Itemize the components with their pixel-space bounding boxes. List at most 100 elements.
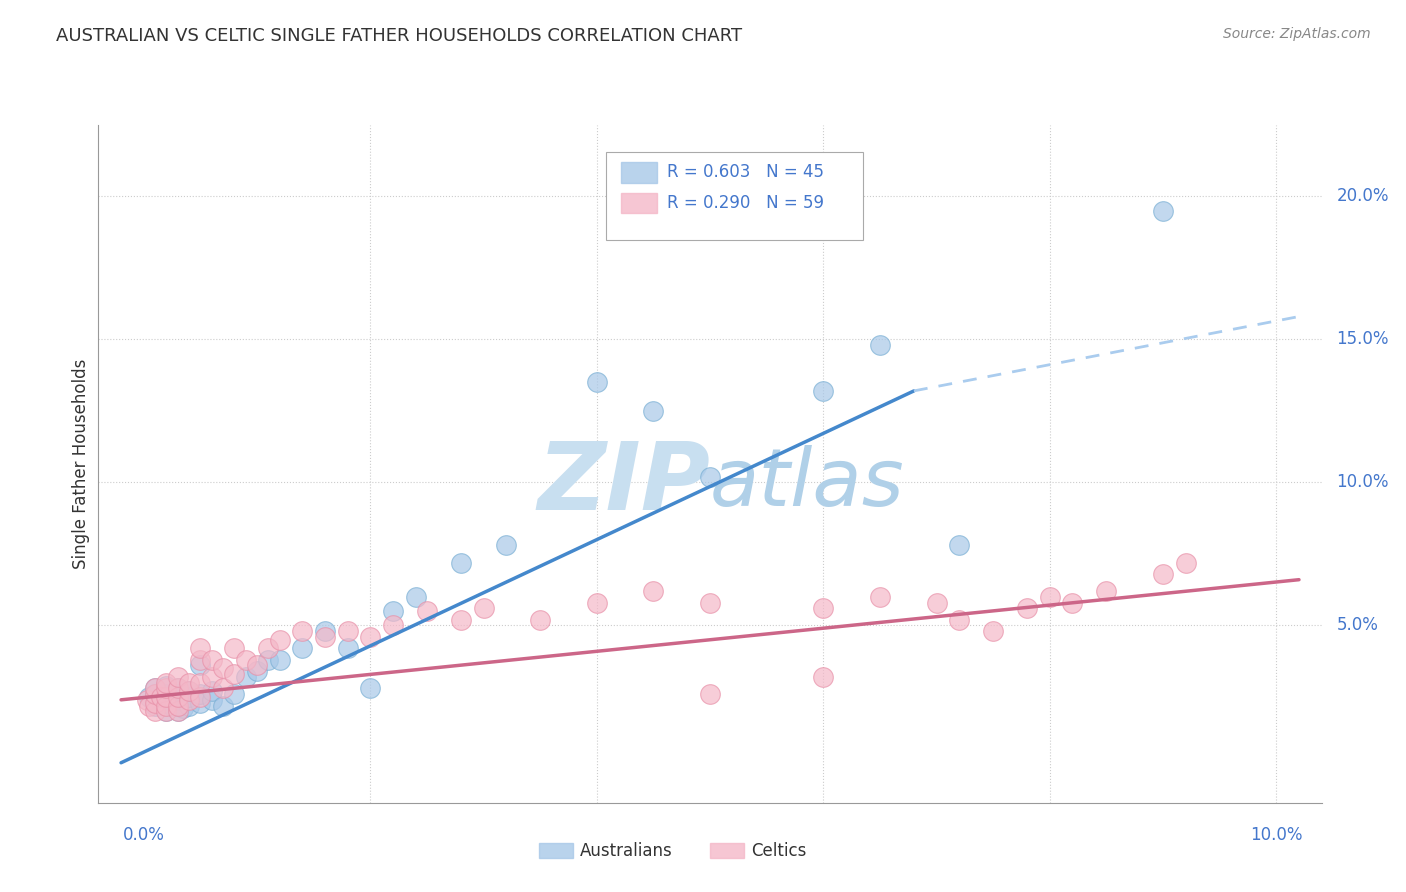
Point [143,698,166,713]
Point [643,404,665,418]
Point [155,681,177,696]
Point [188,641,212,656]
Point [166,681,188,696]
Point [246,658,269,673]
Point [177,675,200,690]
Point [212,661,235,675]
Point [188,675,212,690]
Point [948,538,970,552]
Point [699,469,721,483]
Text: 10.0%: 10.0% [1336,474,1389,491]
Point [235,653,257,667]
Point [381,618,404,632]
Point [212,698,235,713]
Text: R = 0.290   N = 59: R = 0.290 N = 59 [668,194,824,211]
Point [224,667,246,681]
Point [359,681,381,696]
Text: 10.0%: 10.0% [1250,826,1302,844]
Point [188,658,212,673]
Point [188,690,212,704]
Point [166,704,188,718]
Text: Source: ZipAtlas.com: Source: ZipAtlas.com [1223,27,1371,41]
Point [224,641,246,656]
Text: 0.0%: 0.0% [122,826,165,844]
Point [948,613,970,627]
Bar [538,844,574,858]
Point [336,641,359,656]
Text: ZIP: ZIP [537,438,710,530]
Text: 5.0%: 5.0% [1336,616,1378,634]
Point [529,613,551,627]
Point [138,698,160,713]
Point [188,687,212,701]
Point [166,698,188,713]
Text: AUSTRALIAN VS CELTIC SINGLE FATHER HOUSEHOLDS CORRELATION CHART: AUSTRALIAN VS CELTIC SINGLE FATHER HOUSE… [56,27,742,45]
Point [450,613,472,627]
Point [166,698,188,713]
Point [699,687,721,701]
Point [813,670,835,684]
Point [155,696,177,710]
Point [269,653,291,667]
Point [405,590,427,604]
Point [359,630,381,644]
Point [925,596,948,610]
Point [177,690,200,704]
Text: atlas: atlas [710,445,905,524]
Point [1174,556,1197,570]
Point [155,687,177,701]
Point [869,590,891,604]
Point [643,584,665,599]
Text: 20.0%: 20.0% [1336,187,1389,205]
Point [246,664,269,678]
Point [155,698,177,713]
Point [143,681,166,696]
Point [381,604,404,618]
Point [166,704,188,718]
Point [172,701,194,715]
Point [143,704,166,718]
Point [1152,566,1174,581]
Point [291,641,314,656]
Point [143,696,166,710]
Point [699,596,721,610]
Point [1062,596,1084,610]
Point [291,624,314,639]
Point [155,704,177,718]
Point [136,693,159,707]
Point [201,653,224,667]
FancyBboxPatch shape [606,152,863,240]
Point [155,704,177,718]
Point [143,681,166,696]
Text: R = 0.603   N = 45: R = 0.603 N = 45 [668,163,824,181]
Point [1017,601,1039,615]
Point [212,681,235,696]
Point [149,693,172,707]
Point [1039,590,1062,604]
Point [257,653,280,667]
Text: 15.0%: 15.0% [1336,330,1389,349]
Point [450,556,472,570]
Point [869,338,891,352]
Point [143,687,166,701]
Point [585,376,607,390]
Point [314,630,336,644]
Point [166,681,188,696]
Point [416,604,439,618]
Point [166,693,188,707]
Point [314,624,336,639]
Point [813,384,835,398]
Bar [710,844,744,858]
Point [177,693,200,707]
Point [177,684,200,698]
Point [166,690,188,704]
Text: Australians: Australians [581,842,673,860]
Point [585,596,607,610]
Point [177,698,200,713]
Bar [620,162,658,183]
Point [201,693,224,707]
Point [257,641,280,656]
Point [813,601,835,615]
Point [188,653,212,667]
Point [177,684,200,698]
